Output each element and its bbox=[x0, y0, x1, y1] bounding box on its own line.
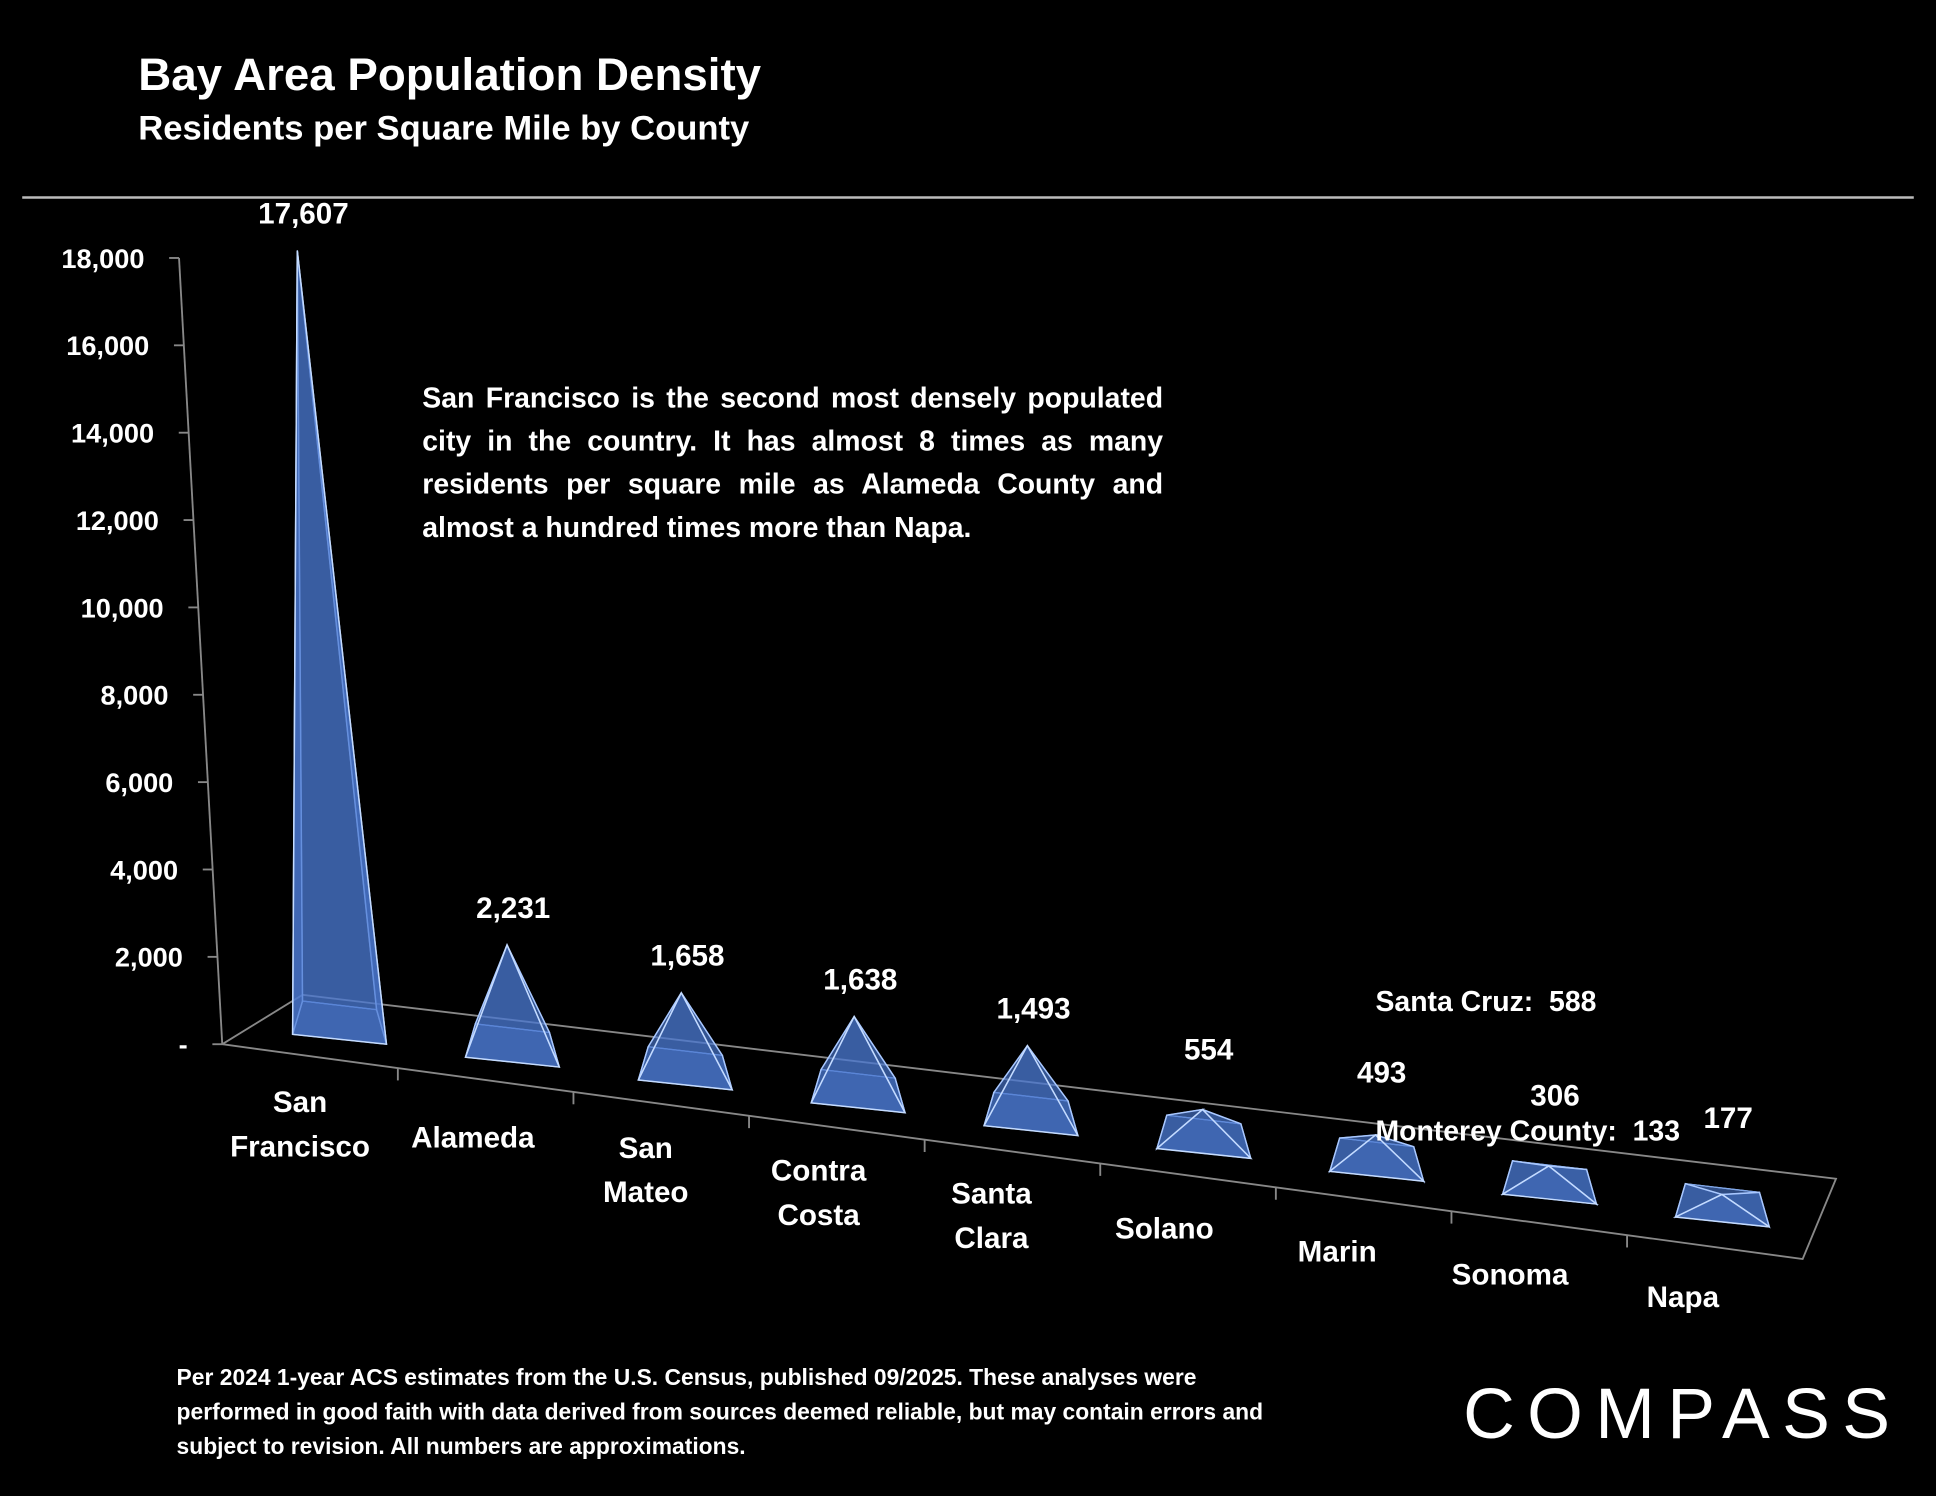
x-tick-label: Napa bbox=[1647, 1281, 1720, 1314]
value-label: 493 bbox=[1357, 1056, 1406, 1089]
pyramid bbox=[291, 250, 388, 1046]
y-tick-label: - bbox=[179, 1029, 188, 1060]
x-tick-label: Marin bbox=[1298, 1235, 1377, 1268]
pyramid bbox=[810, 1014, 907, 1114]
y-tick-label: 14,000 bbox=[71, 418, 154, 449]
pyramid bbox=[637, 991, 734, 1091]
pyramid-face bbox=[1500, 1165, 1599, 1206]
y-tick-label: 6,000 bbox=[105, 767, 173, 798]
pyramid bbox=[1672, 1182, 1771, 1229]
value-label: 177 bbox=[1703, 1102, 1752, 1135]
y-tick-label: 8,000 bbox=[101, 680, 169, 711]
x-tick-label: Santa Clara bbox=[951, 1177, 1032, 1254]
x-tick-label: Sonoma bbox=[1452, 1258, 1569, 1291]
chart-title: Bay Area Population Density bbox=[138, 49, 762, 100]
pyramid-face bbox=[637, 991, 734, 1091]
annotation: San Francisco is the second most densely… bbox=[422, 381, 1164, 544]
value-label: 2,231 bbox=[476, 892, 550, 925]
y-axis bbox=[178, 257, 224, 1045]
pyramid-face bbox=[1155, 1108, 1253, 1160]
pyramid-face bbox=[1672, 1193, 1770, 1228]
footnote: Per 2024 1-year ACS estimates from the U… bbox=[176, 1363, 1264, 1459]
pyramid bbox=[464, 942, 561, 1068]
x-tick-label: San Mateo bbox=[603, 1132, 689, 1209]
pyramid-face bbox=[982, 1044, 1080, 1137]
pyramid-face bbox=[291, 250, 388, 1046]
logo: COMPASS bbox=[1463, 1373, 1903, 1455]
pyramid-face bbox=[1327, 1134, 1426, 1183]
side-note-line: Monterey County: 133 bbox=[1375, 1114, 1681, 1147]
y-tick-label: 18,000 bbox=[61, 243, 144, 274]
value-label: 1,658 bbox=[650, 940, 724, 973]
y-tick-label: 10,000 bbox=[81, 592, 164, 623]
floor bbox=[219, 993, 1838, 1260]
y-tick-label: 12,000 bbox=[76, 505, 159, 536]
pyramid bbox=[1155, 1108, 1253, 1160]
pyramid-face bbox=[464, 942, 561, 1068]
y-tick-label: 2,000 bbox=[115, 942, 183, 973]
y-tick-label: 16,000 bbox=[66, 330, 149, 361]
y-tick-label: 4,000 bbox=[110, 854, 178, 885]
x-tick-label: Contra Costa bbox=[771, 1155, 867, 1232]
x-tick-label: San Francisco bbox=[230, 1086, 370, 1163]
pyramid bbox=[1500, 1160, 1599, 1207]
chart-subtitle: Residents per Square Mile by County bbox=[138, 108, 750, 147]
value-label: 1,493 bbox=[997, 993, 1071, 1026]
value-label: 17,607 bbox=[258, 197, 349, 230]
value-label: 1,638 bbox=[823, 963, 897, 996]
side-note: Santa Cruz: 588 Monterey County: 133 bbox=[1375, 894, 1680, 1240]
side-note-line: Santa Cruz: 588 bbox=[1375, 984, 1597, 1018]
x-tick-label: Alameda bbox=[411, 1121, 535, 1154]
pyramid bbox=[982, 1044, 1080, 1137]
value-label: 554 bbox=[1184, 1034, 1234, 1067]
x-tick-label: Solano bbox=[1115, 1213, 1214, 1246]
value-label: 306 bbox=[1530, 1079, 1579, 1112]
pyramid-face bbox=[810, 1014, 907, 1114]
pyramid bbox=[1327, 1134, 1426, 1184]
